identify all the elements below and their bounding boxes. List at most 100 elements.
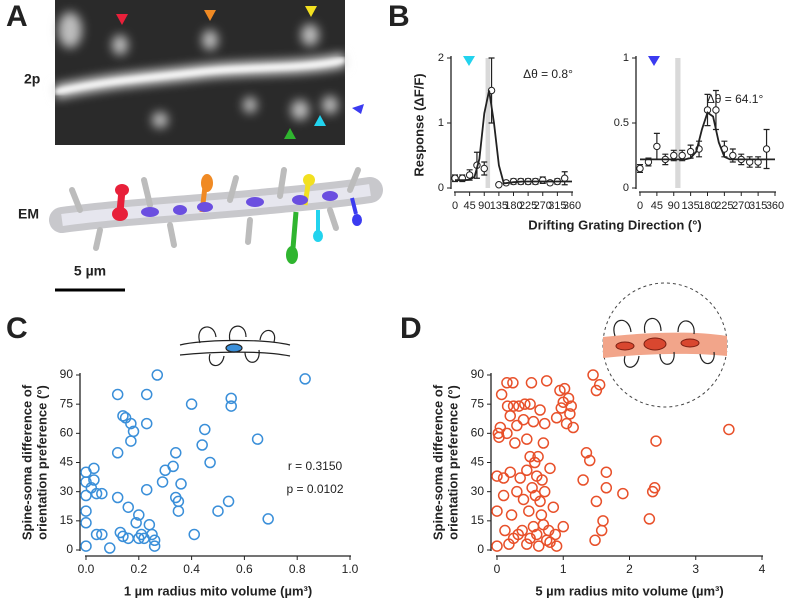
data-point — [535, 509, 548, 521]
x-tick-label: 3 — [692, 562, 699, 576]
data-point — [532, 540, 545, 552]
data-point — [492, 427, 505, 440]
data-point — [111, 388, 124, 401]
data-point — [140, 483, 153, 496]
data-point — [501, 427, 513, 440]
data-point — [104, 542, 116, 554]
data-point — [590, 384, 603, 397]
data-point — [723, 423, 735, 436]
data-point — [80, 517, 92, 529]
data-point — [117, 530, 129, 543]
data-point — [517, 493, 530, 506]
data-point — [521, 464, 533, 477]
y-axis-label: Spine-soma difference of — [430, 384, 445, 540]
data-point — [494, 421, 507, 434]
data-point — [497, 489, 510, 502]
data-point — [172, 505, 185, 517]
data-point — [491, 470, 503, 482]
data-point — [517, 413, 530, 426]
em-reconstruction — [49, 167, 383, 292]
y-tick-label: 0 — [623, 182, 629, 194]
y-tick-label: 75 — [60, 396, 74, 410]
data-point — [525, 377, 538, 389]
data-point — [167, 460, 179, 473]
inset-1um — [179, 325, 291, 367]
data-point — [501, 377, 513, 389]
panel-label: B — [388, 0, 410, 33]
data-point — [504, 410, 516, 422]
orientation-marker — [648, 56, 660, 66]
data-point — [519, 398, 531, 410]
y-tick-label: 2 — [438, 52, 444, 64]
data-point — [507, 377, 519, 389]
data-point — [537, 437, 550, 449]
data-point — [538, 485, 551, 498]
data-point — [185, 398, 198, 410]
y-tick-label: 90 — [60, 367, 74, 381]
data-point — [175, 478, 187, 490]
data-point — [589, 534, 601, 547]
data-point — [497, 472, 510, 484]
data-point — [562, 392, 575, 405]
data-point — [491, 540, 503, 552]
fit-curve — [640, 111, 775, 161]
data-point — [140, 417, 153, 430]
y-tick-label: 60 — [60, 426, 74, 440]
two-photon-image — [53, 0, 364, 145]
data-point — [539, 176, 547, 184]
data-point — [564, 408, 576, 420]
data-point — [88, 474, 100, 486]
y-tick-label: 0 — [438, 182, 444, 194]
data-point — [225, 400, 237, 412]
data-point — [538, 417, 551, 430]
data-point — [96, 528, 108, 541]
data-point — [636, 164, 644, 173]
x-tick-label: 0.0 — [78, 562, 95, 576]
highlight-span — [485, 58, 491, 188]
data-point — [80, 505, 92, 517]
x-tick-label: 180 — [698, 200, 716, 212]
y-tick-label: 75 — [471, 396, 485, 410]
data-point — [567, 421, 579, 434]
data-point — [499, 524, 511, 537]
x-axis-label: 1 µm radius mito volume (µm³) — [124, 583, 312, 598]
scale-bar-label: 5 µm — [74, 263, 106, 279]
data-point — [597, 515, 609, 527]
data-point — [678, 151, 686, 160]
y-tick-label: 1 — [438, 117, 444, 129]
data-point — [558, 382, 571, 395]
data-point — [225, 392, 237, 405]
y-tick-label: 0 — [66, 542, 73, 556]
data-point — [549, 528, 562, 541]
inset-5um — [602, 282, 728, 408]
data-point — [111, 447, 124, 459]
fit-curve — [455, 90, 572, 185]
data-point — [617, 487, 629, 500]
y-axis-label: Response (ΔF/F) — [411, 73, 426, 176]
data-point — [523, 505, 535, 517]
x-tick-label: 225 — [519, 200, 537, 212]
data-point — [122, 501, 134, 513]
annotation: Δθ = 0.8° — [523, 67, 573, 81]
image-label: 2p — [24, 71, 40, 87]
x-tick-label: 0.8 — [289, 562, 306, 576]
image-label: EM — [18, 206, 39, 222]
data-point — [262, 513, 274, 525]
data-point — [577, 474, 589, 486]
annotation: r = 0.3150 — [288, 459, 343, 473]
panel-label: D — [400, 312, 422, 345]
data-point — [125, 417, 137, 430]
x-tick-label: 0 — [494, 562, 501, 576]
y-tick-label: 45 — [471, 455, 485, 469]
data-point — [534, 495, 546, 508]
data-point — [513, 400, 525, 412]
data-point — [509, 437, 521, 449]
orientation-marker — [463, 56, 475, 66]
x-tick-label: 135 — [490, 200, 508, 212]
data-point — [534, 404, 546, 416]
data-point — [148, 534, 161, 547]
y-axis-label: orientation preference (°) — [34, 385, 49, 540]
data-point — [550, 412, 563, 424]
data-point — [547, 501, 560, 513]
data-point — [80, 540, 92, 552]
